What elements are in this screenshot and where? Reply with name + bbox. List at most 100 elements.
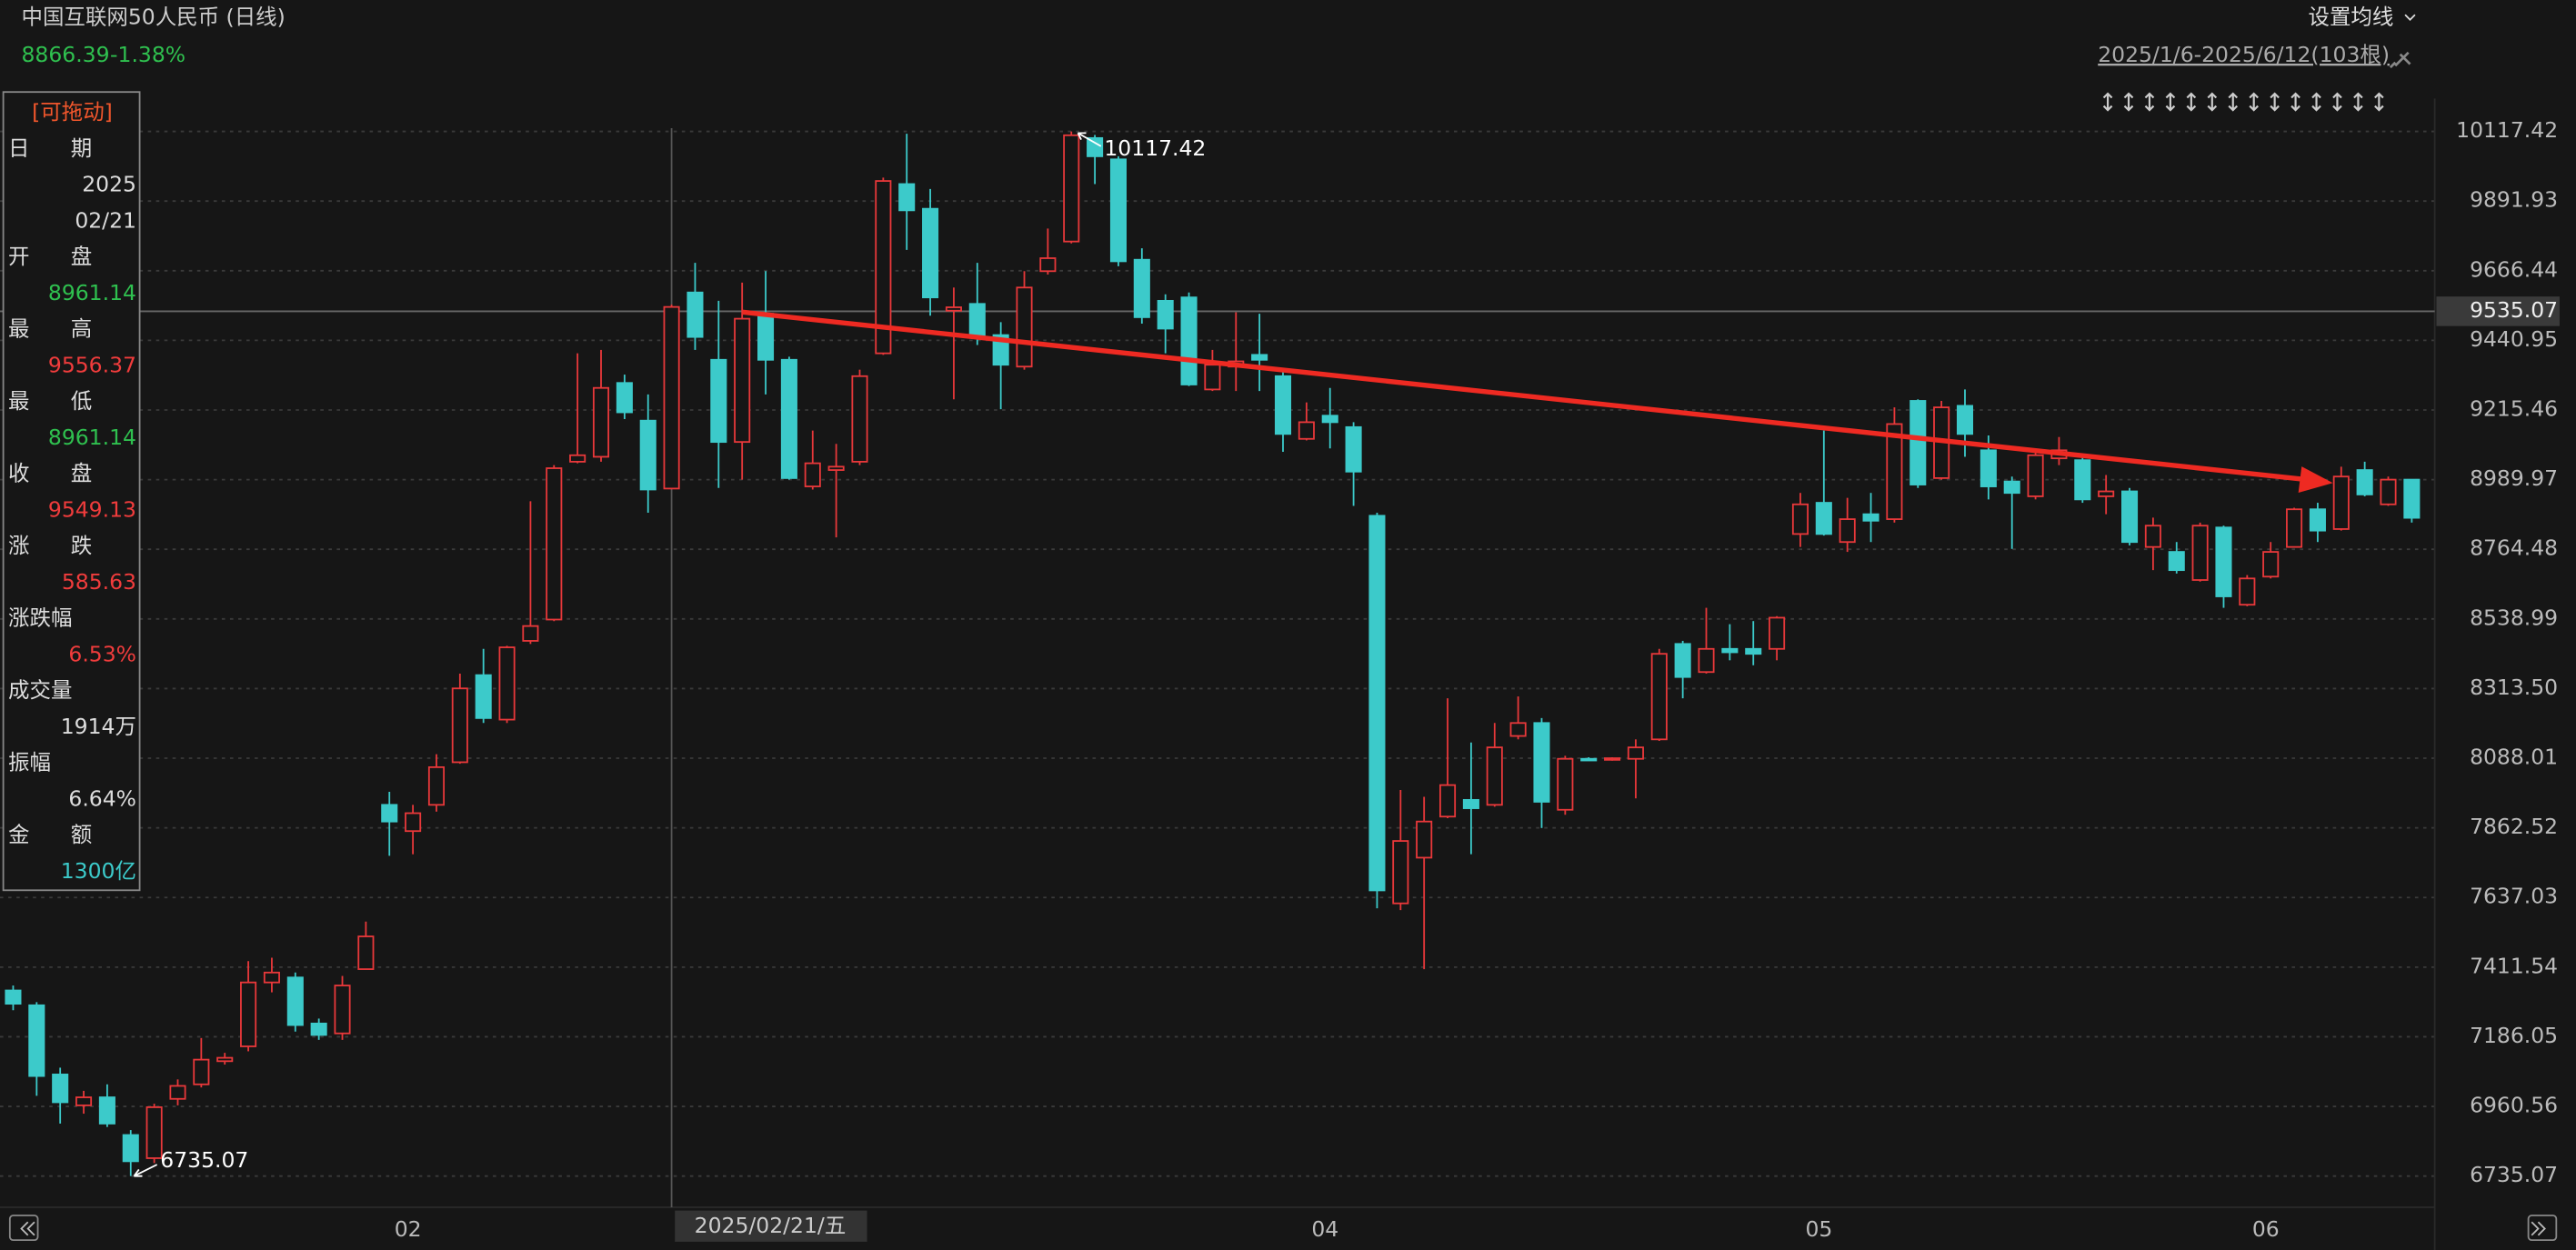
candle-body <box>898 183 916 212</box>
scale-icon <box>2102 92 2113 112</box>
candle-body <box>757 313 775 361</box>
candle-body <box>851 375 868 463</box>
max-arrow <box>1077 132 1102 147</box>
candle-body <box>1109 158 1128 263</box>
grid <box>0 130 2435 1177</box>
candle-body <box>310 1022 327 1036</box>
candle-body <box>1604 757 1621 761</box>
x-tick-label: 05 <box>1805 1216 1832 1242</box>
candle-body <box>1509 722 1527 737</box>
candle-body <box>1321 415 1338 424</box>
candle-body <box>639 419 657 491</box>
panel-value: 02/21 <box>75 207 136 233</box>
scroll-left[interactable] <box>8 1215 39 1242</box>
candle-body <box>357 935 375 970</box>
candle-body <box>2262 551 2280 578</box>
candle-body <box>2215 526 2232 597</box>
y-tick-label: 10117.42 <box>2456 117 2558 143</box>
panel-value: 2025 <box>82 172 136 197</box>
candle-body <box>2239 577 2256 606</box>
candle-body <box>2309 508 2326 532</box>
scale-icon <box>2353 92 2363 112</box>
candle-body <box>804 462 821 487</box>
panel-label: 金 额 <box>8 822 92 847</box>
y-tick-label: 8088.01 <box>2470 745 2558 770</box>
candle-body <box>2286 508 2303 548</box>
candle-body <box>1698 647 1715 674</box>
candle-body <box>687 291 704 338</box>
x-crosshair-label: 2025/02/21/五 <box>695 1213 847 1238</box>
candle-body <box>1274 375 1292 435</box>
candle-body <box>2098 490 2115 497</box>
candle-body <box>1674 643 1691 678</box>
range[interactable]: 2025/1/6-2025/6/12(103根) <box>2098 42 2390 67</box>
candle-body <box>381 804 398 823</box>
y-tick-label: 7862.52 <box>2470 814 2558 839</box>
panel-label: 涨跌幅 <box>8 605 72 631</box>
y-tick-label: 7637.03 <box>2470 884 2558 909</box>
panel-label: 振幅 <box>8 750 51 775</box>
candle-body <box>945 306 962 312</box>
chevron <box>2404 14 2416 21</box>
candle-body <box>1416 820 1433 859</box>
y-tick-label: 9891.93 <box>2470 187 2558 213</box>
panel-label: 最 高 <box>8 316 92 342</box>
scale-icon <box>2207 92 2218 112</box>
candle-body <box>216 1056 234 1063</box>
candle-body <box>1721 647 1739 654</box>
candle-body <box>1180 296 1198 385</box>
candle-body <box>922 207 939 299</box>
candle-body <box>145 1106 163 1159</box>
scroll-right[interactable] <box>2527 1215 2558 1242</box>
candle-body <box>1063 134 1080 243</box>
candle-body <box>1909 400 1927 485</box>
date-tag <box>675 1210 867 1242</box>
scroll-left-icon <box>20 1221 35 1236</box>
candle-body <box>1791 503 1809 535</box>
candle-body <box>968 303 986 336</box>
candle-body <box>875 180 892 355</box>
candle-body <box>286 976 304 1026</box>
scale-icon <box>2332 92 2342 112</box>
candle-body <box>475 674 492 719</box>
panel-label: 成交量 <box>8 677 72 703</box>
candle-body <box>427 765 446 806</box>
min-arrow <box>133 1164 158 1177</box>
scale-icon <box>2165 92 2176 112</box>
candle-body <box>592 386 610 458</box>
panel-value: 585.63 <box>62 569 136 595</box>
candle-body <box>2027 454 2044 497</box>
candle-body <box>2380 478 2397 505</box>
x-tick-label: 02 <box>395 1216 422 1242</box>
candle-body <box>498 646 516 721</box>
candle-body <box>2144 525 2161 548</box>
change: -1.38% <box>110 42 185 67</box>
candle-body <box>1462 798 1479 809</box>
pin-icon[interactable] <box>2389 51 2411 69</box>
candle-body <box>2332 475 2350 530</box>
y-tick-label: 8989.97 <box>2470 465 2558 491</box>
scale-icon <box>2290 92 2300 112</box>
panel-frame <box>2 91 141 892</box>
panel-value: 8961.14 <box>48 280 136 305</box>
info-panel[interactable]: [可拖动] 日 期 2025 02/21 开 盘 8961.14 最 高 9556.37 最 低… <box>2 91 141 892</box>
candle-body <box>1368 515 1386 892</box>
x-tick-label: 06 <box>2252 1216 2280 1242</box>
candle-body <box>1533 722 1550 803</box>
candle-body <box>569 454 586 463</box>
candle-body <box>1251 354 1268 361</box>
candle-body <box>1557 757 1574 811</box>
candle-body <box>1204 364 1221 391</box>
candle-body <box>2168 551 2185 572</box>
candle-body <box>780 358 797 479</box>
candles <box>5 131 2421 1176</box>
candle-body <box>5 989 22 1005</box>
ma-setting[interactable]: 设置均线 <box>2308 4 2393 29</box>
scale-icon <box>2311 92 2321 112</box>
panel-value: 1914万 <box>61 714 136 739</box>
candle-body <box>75 1096 93 1106</box>
candle-body <box>1650 653 1668 741</box>
panel-value: 6.53% <box>68 641 136 666</box>
candle-body <box>1133 258 1150 318</box>
